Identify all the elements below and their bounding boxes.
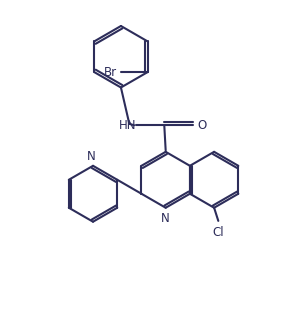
Text: HN: HN <box>119 119 137 132</box>
Text: Br: Br <box>104 66 117 79</box>
Text: Cl: Cl <box>212 226 224 239</box>
Text: N: N <box>161 212 170 225</box>
Text: N: N <box>87 150 96 163</box>
Text: O: O <box>198 119 207 132</box>
